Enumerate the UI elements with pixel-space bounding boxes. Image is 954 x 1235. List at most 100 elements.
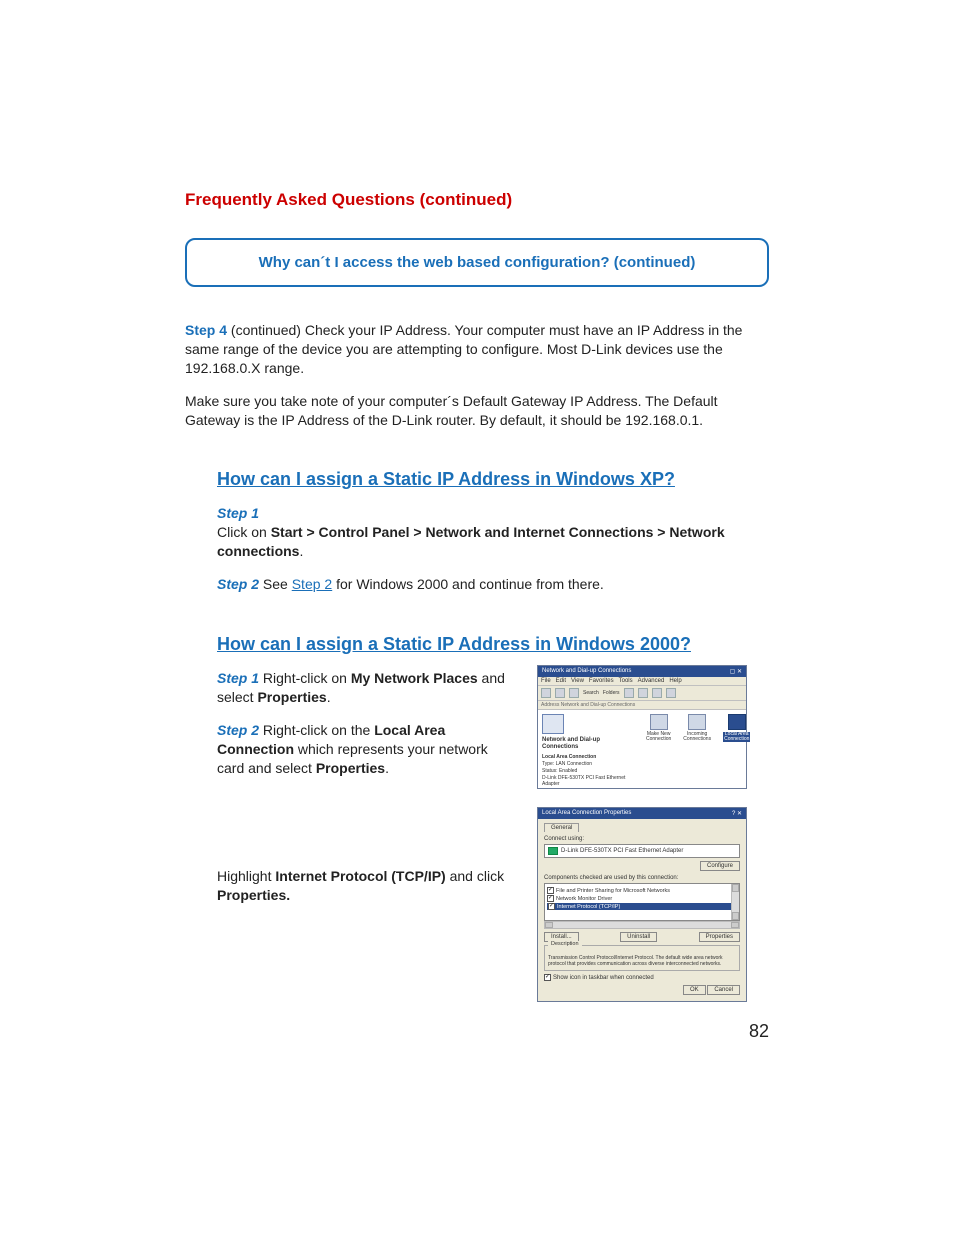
component-label: File and Printer Sharing for Microsoft N… bbox=[556, 888, 670, 894]
details-header: Local Area Connection bbox=[542, 754, 630, 760]
detail-line: D-Link DFE-530TX PCI Fast Ethernet Adapt… bbox=[542, 775, 630, 787]
page-number: 82 bbox=[749, 1021, 769, 1042]
dialog-title: Local Area Connection Properties bbox=[542, 810, 631, 817]
dialog-titlebar: Local Area Connection Properties ? ✕ bbox=[538, 808, 746, 819]
history-icon bbox=[624, 688, 634, 698]
window-menubar: File Edit View Favorites Tools Advanced … bbox=[538, 677, 746, 686]
heading-xp: How can I assign a Static IP Address in … bbox=[185, 469, 769, 490]
tab-general: General bbox=[544, 823, 579, 832]
w2k-step1-label: Step 1 bbox=[217, 670, 259, 686]
adapter-field: D-Link DFE-530TX PCI Fast Ethernet Adapt… bbox=[544, 844, 740, 858]
tcpip-mid: and click bbox=[446, 868, 504, 884]
list-item: File and Printer Sharing for Microsoft N… bbox=[547, 887, 737, 894]
w2k-step1-pre: Right-click on bbox=[259, 670, 351, 686]
menu-help: Help bbox=[669, 678, 681, 684]
dialog-body: General Connect using: D-Link DFE-530TX … bbox=[538, 819, 746, 1001]
tcpip-pre: Highlight bbox=[217, 868, 275, 884]
menu-advanced: Advanced bbox=[638, 678, 665, 684]
callout-box: Why can´t I access the web based configu… bbox=[185, 238, 769, 287]
cancel-button: Cancel bbox=[707, 985, 740, 995]
window-controls-icon: ▢ ✕ bbox=[730, 668, 742, 675]
adapter-icon bbox=[548, 847, 558, 855]
detail-line: Status: Enabled bbox=[542, 768, 630, 774]
connect-using-label: Connect using: bbox=[544, 836, 740, 842]
xp-step2-pre: See bbox=[259, 576, 292, 592]
components-listbox: File and Printer Sharing for Microsoft N… bbox=[544, 883, 740, 921]
tool-icon bbox=[652, 688, 662, 698]
w2k-text-column: Step 1 Right-click on My Network Places … bbox=[217, 665, 517, 1002]
make-new-connection-icon bbox=[650, 714, 668, 730]
connection-icon: Make New Connection bbox=[646, 714, 671, 784]
ok-button: OK bbox=[683, 985, 706, 995]
screenshots-column: Network and Dial-up Connections ▢ ✕ File… bbox=[537, 665, 747, 1002]
xp-step2-link[interactable]: Step 2 bbox=[292, 576, 332, 592]
heading-w2k: How can I assign a Static IP Address in … bbox=[185, 634, 769, 655]
checkbox-icon bbox=[548, 903, 555, 910]
w2k-step2-label: Step 2 bbox=[217, 722, 259, 738]
icon-label: Local Area Connection bbox=[723, 732, 750, 742]
step4-continued: (continued) bbox=[231, 322, 301, 338]
xp-step1-post: . bbox=[299, 543, 303, 559]
icon-label: Make New Connection bbox=[646, 732, 671, 742]
properties-button: Properties bbox=[699, 932, 740, 942]
uninstall-button: Uninstall bbox=[620, 932, 657, 942]
xp-step2-label: Step 2 bbox=[217, 576, 259, 592]
window-body: Network and Dial-up Connections Local Ar… bbox=[538, 710, 746, 788]
xp-step2: Step 2 See Step 2 for Windows 2000 and c… bbox=[185, 575, 769, 594]
configure-button: Configure bbox=[700, 861, 740, 871]
w2k-step2-pre: Right-click on the bbox=[259, 722, 374, 738]
icon-label: Incoming Connections bbox=[683, 732, 711, 742]
show-icon-label: Show icon in taskbar when connected bbox=[553, 975, 654, 981]
show-icon-checkbox: Show icon in taskbar when connected bbox=[544, 974, 740, 981]
window-titlebar: Network and Dial-up Connections ▢ ✕ bbox=[538, 666, 746, 677]
xp-step1-pre: Click on bbox=[217, 524, 271, 540]
w2k-step1-b1: My Network Places bbox=[351, 670, 478, 686]
connection-icon-selected: Local Area Connection bbox=[723, 714, 750, 784]
step4-paragraph: Step 4 (continued) Check your IP Address… bbox=[185, 321, 769, 378]
checkbox-icon bbox=[547, 895, 554, 902]
w2k-step1-post: . bbox=[327, 689, 331, 705]
back-icon bbox=[541, 688, 551, 698]
tool-icon bbox=[666, 688, 676, 698]
window-toolbar: Search Folders bbox=[538, 686, 746, 701]
network-folder-icon bbox=[542, 714, 564, 734]
description-group: Description Transmission Control Protoco… bbox=[544, 945, 740, 971]
forward-icon bbox=[555, 688, 565, 698]
list-item-selected: Internet Protocol (TCP/IP) bbox=[547, 903, 737, 910]
scrollbar-horizontal bbox=[544, 921, 740, 929]
lan-properties-dialog: Local Area Connection Properties ? ✕ Gen… bbox=[537, 807, 747, 1002]
incoming-connections-icon bbox=[688, 714, 706, 730]
menu-favorites: Favorites bbox=[589, 678, 614, 684]
xp-step2-post: for Windows 2000 and continue from there… bbox=[332, 576, 604, 592]
detail-line: Type: LAN Connection bbox=[542, 761, 630, 767]
description-text: Transmission Control Protocol/Internet P… bbox=[548, 956, 736, 968]
network-connections-window: Network and Dial-up Connections ▢ ✕ File… bbox=[537, 665, 747, 789]
w2k-step2-post: . bbox=[385, 760, 389, 776]
left-panel: Network and Dial-up Connections Local Ar… bbox=[542, 714, 630, 784]
step4-label: Step 4 bbox=[185, 322, 227, 338]
icons-pane: Make New Connection Incoming Connections… bbox=[646, 714, 750, 784]
toolbar-folders: Folders bbox=[603, 690, 620, 696]
checkbox-icon bbox=[544, 974, 551, 981]
tool-icon bbox=[638, 688, 648, 698]
w2k-step2-b2: Properties bbox=[316, 760, 385, 776]
adapter-name: D-Link DFE-530TX PCI Fast Ethernet Adapt… bbox=[561, 848, 683, 854]
w2k-step1-b2: Properties bbox=[257, 689, 326, 705]
dialog-controls-icon: ? ✕ bbox=[732, 810, 742, 817]
window-title: Network and Dial-up Connections bbox=[542, 668, 631, 675]
components-label: Components checked are used by this conn… bbox=[544, 875, 740, 881]
lan-connection-icon bbox=[728, 714, 746, 730]
menu-tools: Tools bbox=[619, 678, 633, 684]
xp-step1-path: Start > Control Panel > Network and Inte… bbox=[217, 524, 725, 559]
xp-step1-label: Step 1 bbox=[217, 505, 259, 521]
menu-view: View bbox=[571, 678, 584, 684]
component-label: Network Monitor Driver bbox=[556, 896, 612, 902]
menu-edit: Edit bbox=[556, 678, 566, 684]
document-page: Frequently Asked Questions (continued) W… bbox=[0, 0, 954, 1082]
up-icon bbox=[569, 688, 579, 698]
description-title: Description bbox=[548, 941, 582, 947]
address-label: Address bbox=[541, 702, 559, 708]
toolbar-search: Search bbox=[583, 690, 599, 696]
xp-step1: Step 1 Click on Start > Control Panel > … bbox=[185, 504, 769, 561]
panel-title: Network and Dial-up Connections bbox=[542, 737, 630, 750]
